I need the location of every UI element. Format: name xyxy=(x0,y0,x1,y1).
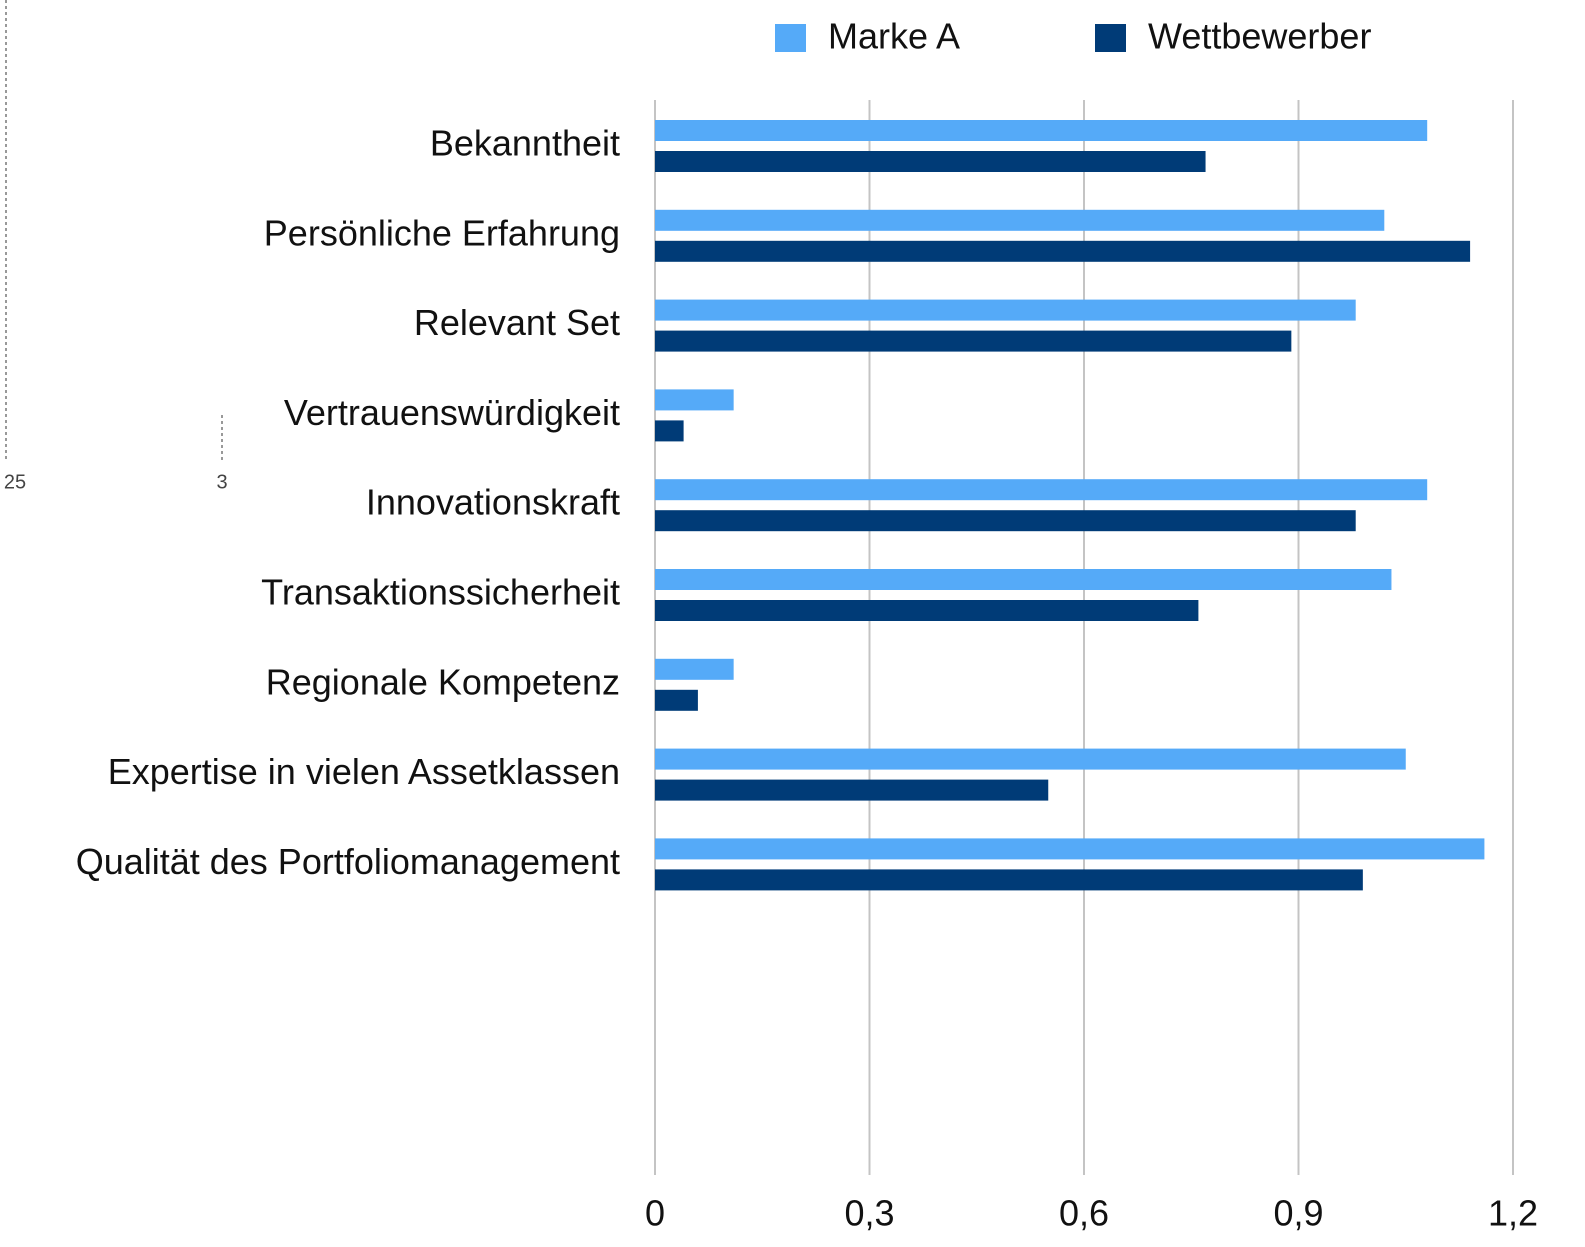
bar xyxy=(655,120,1428,141)
bar xyxy=(655,748,1406,770)
bar xyxy=(655,569,1392,590)
annotation: 3 xyxy=(216,471,227,493)
bar xyxy=(655,209,1385,231)
x-tick-label: 0,3 xyxy=(844,1193,894,1234)
bar xyxy=(655,240,1471,262)
bar xyxy=(655,689,698,711)
bar xyxy=(655,389,734,411)
bar xyxy=(655,658,734,680)
bar xyxy=(655,420,684,442)
legend-swatch xyxy=(1095,24,1126,52)
bar xyxy=(655,600,1199,621)
annotation: 25 xyxy=(4,471,26,493)
legend-label: Marke A xyxy=(828,16,960,57)
bar xyxy=(655,299,1356,321)
bar xyxy=(655,479,1428,501)
bar xyxy=(655,779,1049,801)
legend-label: Wettbewerber xyxy=(1148,16,1371,57)
y-tick-label: Vertrauenswürdigkeit xyxy=(284,392,620,433)
bar xyxy=(655,869,1363,891)
y-tick-label: Transaktionssicherheit xyxy=(261,572,620,613)
legend-swatch xyxy=(775,24,806,52)
y-tick-label: Regionale Kompetenz xyxy=(266,661,620,702)
x-tick-label: 1,2 xyxy=(1488,1193,1538,1234)
y-tick-label: Relevant Set xyxy=(414,302,620,343)
y-tick-label: Persönliche Erfahrung xyxy=(264,212,620,253)
bar xyxy=(655,510,1356,532)
bar xyxy=(655,330,1292,352)
x-tick-label: 0,9 xyxy=(1273,1193,1323,1234)
bar xyxy=(655,838,1485,860)
y-tick-label: Qualität des Portfoliomanagement xyxy=(76,841,620,882)
y-tick-label: Innovationskraft xyxy=(366,482,620,523)
x-tick-label: 0,6 xyxy=(1059,1193,1109,1234)
bar xyxy=(655,151,1206,172)
y-tick-label: Expertise in vielen Assetklassen xyxy=(108,751,620,792)
x-tick-label: 0 xyxy=(645,1193,665,1234)
y-tick-label: Bekanntheit xyxy=(430,123,620,164)
